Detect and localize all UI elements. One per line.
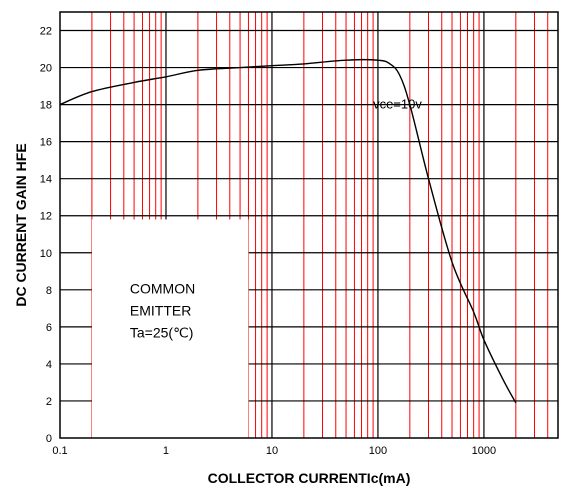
series-line — [59, 58, 517, 404]
y-tick-label: 0 — [46, 433, 52, 445]
y-tick-label: 4 — [46, 359, 52, 371]
x-tick-label: 10 — [266, 445, 278, 457]
note-line: COMMON — [130, 280, 195, 296]
y-tick-label: 12 — [40, 211, 52, 223]
series-layer — [59, 58, 517, 404]
y-tick-label: 8 — [46, 285, 52, 297]
y-axis-title: DC CURRENT GAIN HFE — [13, 143, 29, 306]
note-line: Ta=25(℃) — [130, 324, 194, 340]
y-tick-label: 22 — [40, 26, 52, 38]
note-box-background — [91, 219, 249, 438]
y-tick-label: 14 — [40, 174, 52, 186]
annotations: vce=10v — [373, 96, 422, 111]
y-tick-label: 20 — [40, 63, 52, 75]
x-tick-label: 100 — [369, 445, 387, 457]
x-tick-labels: 0.1 1 10 100 1000 — [52, 445, 496, 457]
curve-label: vce=10v — [373, 96, 422, 111]
x-tick-label: 1000 — [472, 445, 496, 457]
x-tick-label: 1 — [163, 445, 169, 457]
note-text: COMMON EMITTER Ta=25(℃) — [130, 280, 195, 340]
y-tick-label: 10 — [40, 248, 52, 260]
y-tick-label: 6 — [46, 322, 52, 334]
plot-frame — [59, 11, 559, 439]
y-tick-label: 2 — [46, 396, 52, 408]
y-tick-label: 16 — [40, 137, 52, 149]
y-tick-label: 18 — [40, 100, 52, 112]
y-tick-labels: 0 2 4 6 8 10 12 14 16 18 20 22 — [40, 26, 52, 445]
x-tick-label: 0.1 — [52, 445, 67, 457]
note-line: EMITTER — [130, 302, 191, 318]
x-axis-title: COLLECTOR CURRENTIc(mA) — [208, 470, 411, 486]
